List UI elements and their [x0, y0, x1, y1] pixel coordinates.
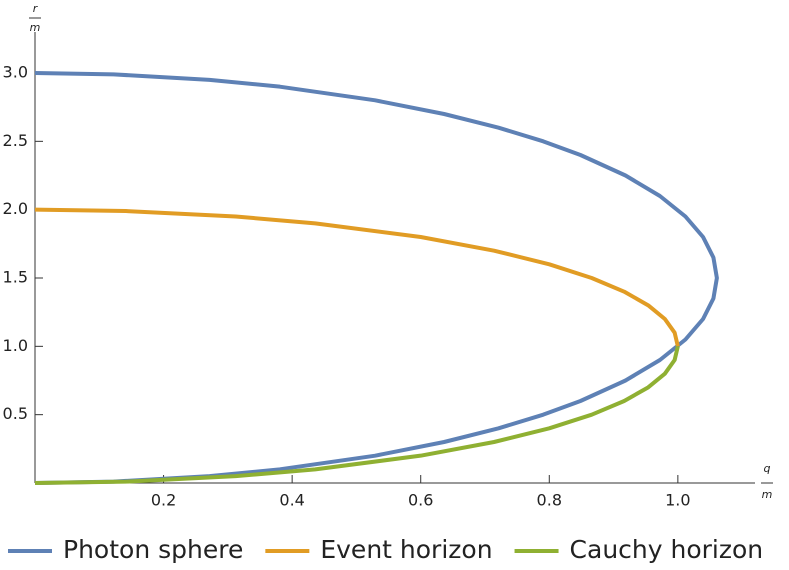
legend-label: Photon sphere [63, 535, 243, 564]
x-tick-label: 1.0 [665, 491, 690, 510]
series-line [34, 345, 680, 485]
x-label-denominator: m [762, 488, 773, 501]
y-tick-label: 3.0 [3, 63, 28, 82]
y-tick-label: 1.0 [3, 336, 28, 355]
x-tick-label: 0.4 [279, 491, 304, 510]
x-tick-label: 0.2 [151, 491, 176, 510]
series-line [34, 207, 680, 347]
legend-label: Event horizon [320, 535, 492, 564]
x-tick-label: 0.6 [408, 491, 433, 510]
legend-label: Cauchy horizon [570, 535, 764, 564]
y-label-denominator: m [30, 21, 41, 34]
x-tick-label: 0.8 [537, 491, 562, 510]
y-tick-label: 2.0 [3, 199, 28, 218]
x-label-numerator: q [764, 462, 771, 475]
y-label-numerator: r [33, 2, 39, 15]
y-tick-label: 0.5 [3, 404, 28, 423]
y-tick-label: 1.5 [3, 268, 28, 287]
series-line [34, 71, 719, 485]
y-tick-label: 2.5 [3, 131, 28, 150]
